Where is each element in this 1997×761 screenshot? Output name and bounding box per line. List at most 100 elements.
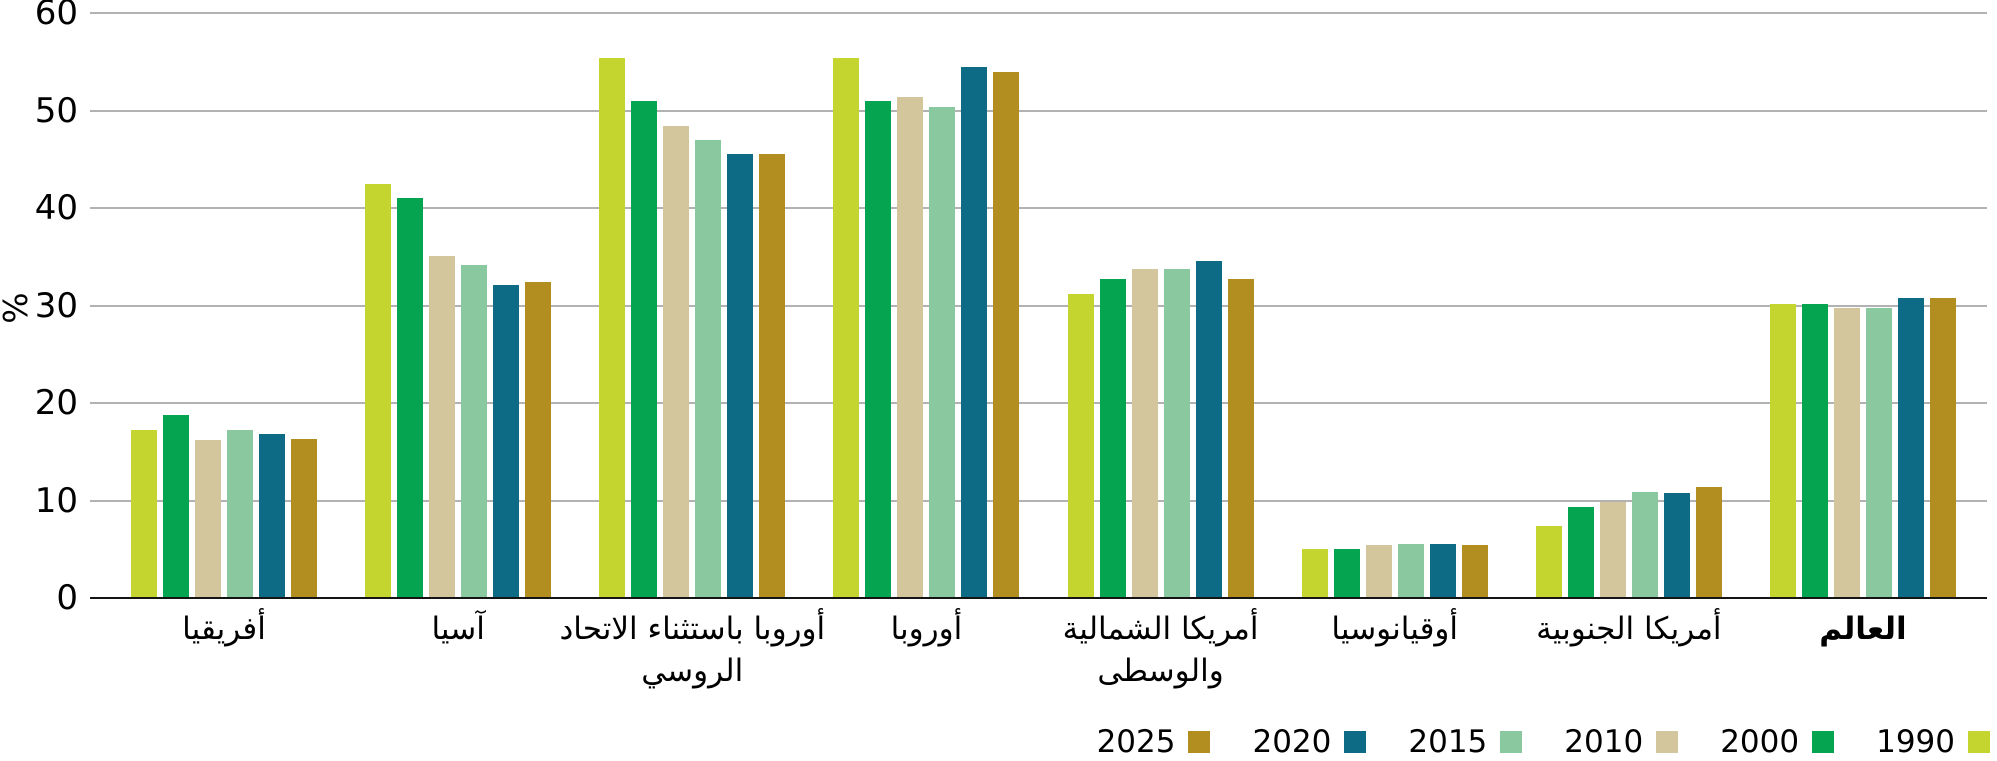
bar-2020 [961, 66, 988, 598]
bar-2000 [163, 414, 189, 598]
bar-group-2: آسيا [365, 13, 552, 647]
bar-2025 [759, 154, 786, 598]
bar-2025 [525, 282, 552, 598]
bar-group-7: أمريكا الجنوبية [1535, 13, 1722, 647]
y-tick-label-50: 50 [34, 90, 78, 131]
bar-2020 [727, 154, 754, 598]
bar-1990 [1535, 525, 1562, 598]
bar-2000 [631, 100, 658, 598]
y-tick-label-10: 10 [34, 480, 78, 521]
x-axis-label-7: أمريكا الجنوبية [1536, 611, 1722, 647]
bar-2010 [429, 255, 456, 598]
legend-item-2025: 2025 [1097, 724, 1211, 760]
bar-2020 [1429, 544, 1456, 598]
x-axis-label-8: العالم [1819, 611, 1907, 647]
legend-label-2015: 2015 [1408, 724, 1488, 760]
y-tick-labels: 0 10 20 30 40 50 60 [0, 0, 78, 618]
x-axis-label-3: أوروبا باستثناء الاتحاد الروسي [559, 611, 826, 689]
bar-2010 [663, 126, 690, 598]
bar-group-6: أوقيانوسيا [1301, 13, 1488, 647]
bar-group-1: أفريقيا [131, 13, 317, 647]
bar-groups: أفريقيا آسيا أوروبا باستثناء الاتحاد الروس… [90, 13, 1987, 689]
y-tick-label-0: 0 [56, 578, 78, 618]
legend-swatch-2000 [1812, 731, 1835, 753]
x-axis-label-5: أمريكا الشمالية والوسطى [1062, 611, 1259, 689]
legend-item-2020: 2020 [1252, 724, 1367, 760]
bar-1990 [599, 57, 626, 598]
bar-2000 [1333, 549, 1360, 598]
gridline-10 [90, 499, 1987, 502]
bar-2000 [1567, 507, 1594, 598]
bar-2010 [195, 440, 221, 598]
bar-2020 [493, 285, 520, 598]
bar-group-8: العالم [1769, 13, 1956, 647]
bar-2000 [1099, 279, 1126, 598]
bar-2010 [1365, 545, 1392, 598]
bar-group-4: أوروبا [833, 13, 1020, 647]
bar-group-3: أوروبا باستثناء الاتحاد الروسي [559, 13, 825, 689]
y-tick-label-30: 30 [34, 285, 78, 326]
bar-2025 [1695, 486, 1722, 598]
bar-1990 [1301, 549, 1328, 598]
bar-2025 [993, 72, 1020, 598]
bar-2015 [227, 430, 253, 598]
bar-1990 [1067, 293, 1094, 598]
bar-2025 [291, 439, 317, 598]
legend-swatch-2010 [1656, 731, 1679, 753]
legend: 2025 2020 2015 2010 2000 1990 [1097, 724, 1990, 760]
y-tick-label-60: 60 [34, 0, 78, 33]
bar-2020 [259, 434, 285, 598]
legend-label-1990: 1990 [1876, 724, 1955, 760]
bar-1990 [131, 430, 157, 598]
bar-2000 [865, 100, 892, 598]
x-axis-label-1: أفريقيا [182, 611, 266, 647]
plot-area: أفريقيا آسيا أوروبا باستثناء الاتحاد الروس… [90, 12, 1987, 689]
legend-item-2015: 2015 [1408, 724, 1523, 760]
bar-1990 [833, 57, 860, 598]
bar-2010 [1833, 308, 1860, 598]
bar-2025 [1461, 545, 1488, 598]
bar-2020 [1897, 297, 1924, 598]
bar-2020 [1663, 492, 1690, 598]
bar-2015 [1163, 269, 1190, 598]
legend-item-2000: 2000 [1720, 724, 1835, 760]
gridline-40 [90, 207, 1987, 209]
legend-item-2010: 2010 [1564, 724, 1679, 760]
legend-label-2020: 2020 [1252, 724, 1332, 760]
legend-item-1990: 1990 [1876, 724, 1990, 760]
legend-label-2010: 2010 [1564, 724, 1644, 760]
x-axis-line [90, 597, 1987, 599]
bar-2010 [897, 96, 924, 598]
y-tick-label-40: 40 [34, 188, 78, 228]
gridline-50 [90, 109, 1987, 112]
bar-2000 [397, 198, 424, 598]
bar-1990 [1769, 303, 1796, 598]
x-axis-label-2: آسيا [431, 611, 485, 647]
legend-swatch-2020 [1344, 731, 1367, 753]
bar-2015 [695, 139, 722, 598]
gridline-20 [90, 402, 1987, 404]
bar-2025 [1929, 297, 1956, 598]
bar-2015 [1631, 491, 1658, 598]
bar-2015 [461, 264, 488, 598]
bar-group-5: أمريكا الشمالية والوسطى [1063, 13, 1259, 689]
bar-2015 [1865, 308, 1892, 598]
bar-2020 [1195, 260, 1222, 598]
gridline-60 [90, 12, 1987, 14]
bar-2015 [1397, 544, 1424, 598]
gridline-30 [90, 304, 1987, 307]
bar-2000 [1801, 303, 1828, 598]
y-tick-label-20: 20 [34, 383, 78, 423]
legend-swatch-2025 [1188, 731, 1211, 753]
legend-swatch-1990 [1968, 731, 1990, 753]
bar-2010 [1599, 502, 1626, 598]
bar-1990 [365, 183, 392, 598]
bar-2015 [929, 106, 956, 598]
legend-label-2000: 2000 [1720, 724, 1800, 760]
bar-2025 [1227, 279, 1254, 598]
legend-swatch-2015 [1500, 731, 1523, 753]
bar-2010 [1131, 269, 1158, 598]
legend-label-2025: 2025 [1096, 724, 1176, 760]
x-axis-label-4: أوروبا [890, 611, 963, 647]
